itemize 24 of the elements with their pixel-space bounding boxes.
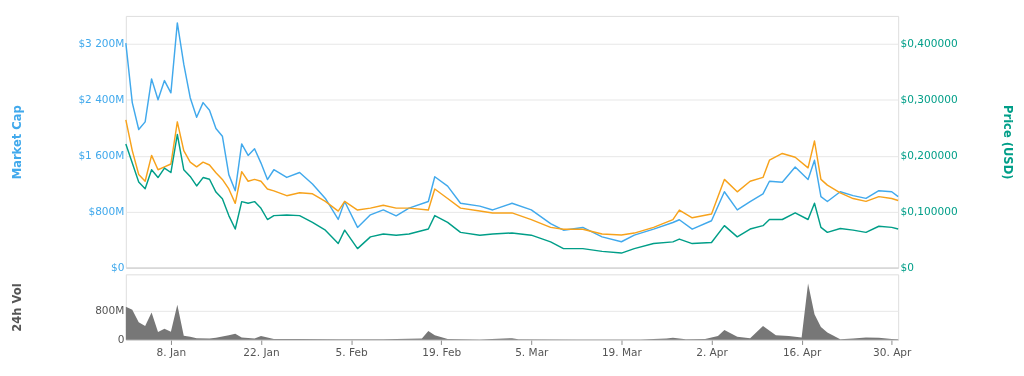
y2-tick-label: $0 bbox=[900, 260, 915, 273]
y2-tick-label: $0,300000 bbox=[900, 93, 958, 106]
x-tick-label: 5. Feb bbox=[335, 345, 368, 358]
x-tick-label: 16. Apr bbox=[782, 345, 822, 358]
y-tick-label: $1 600M bbox=[78, 149, 125, 162]
y-tick-label: $2 400M bbox=[78, 93, 125, 106]
y2-tick-label: $0,100000 bbox=[900, 205, 958, 218]
x-tick-label: 22. Jan bbox=[243, 345, 280, 358]
y-tick-label: $800M bbox=[88, 205, 125, 218]
x-tick-label: 5. Mar bbox=[515, 345, 550, 358]
y2-tick-label: $0,400000 bbox=[900, 37, 958, 50]
y-axis-title: 24h Vol bbox=[9, 283, 24, 332]
y-tick-label: 800M bbox=[95, 303, 125, 316]
y-tick-label: $3 200M bbox=[78, 37, 125, 50]
x-tick-label: 19. Feb bbox=[422, 345, 462, 358]
y-axis-title: Market Cap bbox=[9, 105, 24, 180]
x-tick-label: 19. Mar bbox=[601, 345, 643, 358]
y2-axis-title: Price (USD) bbox=[1001, 105, 1016, 180]
x-tick-label: 8. Jan bbox=[156, 345, 187, 358]
x-tick-label: 30. Apr bbox=[873, 345, 913, 358]
y2-tick-label: $0,200000 bbox=[900, 149, 958, 162]
x-tick-label: 2. Apr bbox=[696, 345, 729, 358]
y-tick-label: $0 bbox=[110, 260, 125, 273]
y-tick-label: 0 bbox=[117, 333, 125, 346]
